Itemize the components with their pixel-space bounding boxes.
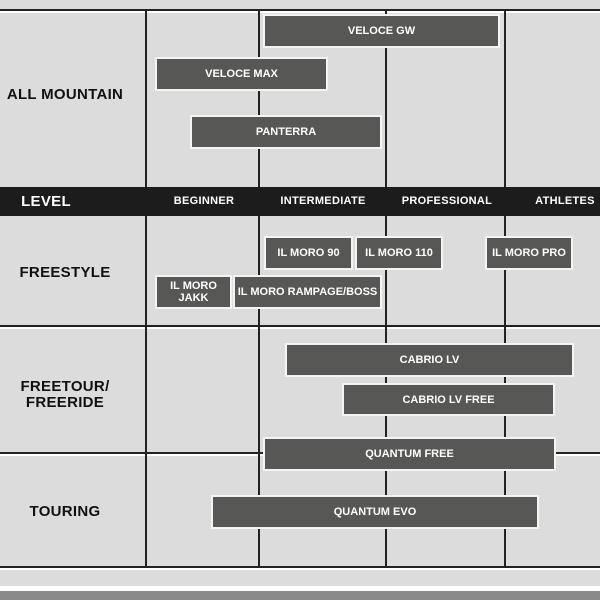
grid-line: [385, 10, 387, 567]
category-all-mountain: ALL MOUNTAIN: [6, 86, 124, 103]
category-freetour-freeride: FREETOUR/ FREERIDE: [20, 378, 110, 411]
product-bar: CABRIO LV: [285, 343, 574, 377]
product-bar: QUANTUM EVO: [211, 495, 539, 529]
product-bar: IL MORO 90: [264, 236, 353, 270]
footer-bar: [0, 591, 600, 600]
product-bar: VELOCE GW: [263, 14, 500, 48]
grid-line: [0, 9, 600, 11]
level-intermediate: INTERMEDIATE: [280, 195, 366, 207]
product-bar: IL MORO JAKK: [155, 275, 232, 309]
product-bar: PANTERRA: [190, 115, 382, 149]
level-beginner: BEGINNER: [173, 195, 235, 207]
product-bar: QUANTUM FREE: [263, 437, 556, 471]
product-bar: VELOCE MAX: [155, 57, 328, 91]
product-bar: CABRIO LV FREE: [342, 383, 555, 416]
product-bar: IL MORO 110: [355, 236, 443, 270]
grid-line: [0, 566, 600, 568]
category-touring: TOURING: [29, 503, 101, 520]
grid-line: [504, 10, 506, 567]
level-title: LEVEL: [21, 193, 71, 210]
footer-divider: [0, 586, 600, 591]
category-freestyle: FREESTYLE: [19, 264, 111, 281]
level-header-band: [0, 187, 600, 216]
grid-line: [145, 10, 147, 567]
product-bar: IL MORO RAMPAGE/BOSS: [233, 275, 382, 309]
product-bar: IL MORO PRO: [485, 236, 573, 270]
grid-line: [0, 325, 600, 327]
level-athletes: ATHLETES: [535, 195, 595, 207]
level-professional: PROFESSIONAL: [401, 195, 493, 207]
